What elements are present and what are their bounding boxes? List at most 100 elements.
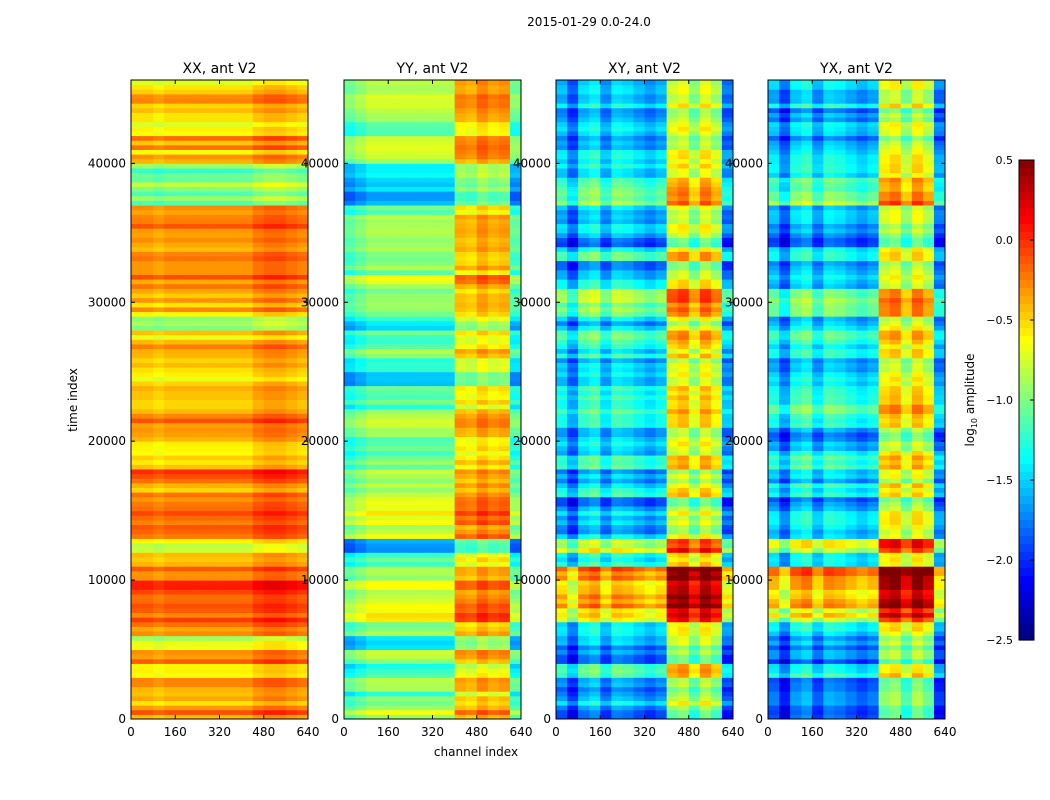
heatmap-cell: [399, 640, 411, 646]
heatmap-cell: [377, 658, 389, 664]
heatmap-cell: [142, 529, 154, 535]
heatmap-cell: [487, 626, 500, 632]
heatmap-cell: [710, 654, 723, 660]
heatmap-cell: [688, 570, 701, 576]
heatmap-cell: [355, 380, 367, 387]
heatmap-cell: [230, 154, 243, 160]
heatmap-cell: [263, 107, 276, 113]
heatmap-cell: [164, 223, 176, 229]
heatmap-cell: [355, 519, 367, 526]
heatmap-cell: [454, 274, 467, 280]
heatmap-cell: [465, 103, 478, 109]
heatmap-cell: [465, 612, 478, 618]
heatmap-cell: [454, 246, 467, 252]
heatmap-cell: [443, 205, 456, 211]
heatmap-cell: [377, 547, 389, 553]
heatmap-cell: [208, 223, 220, 229]
heatmap-cell: [476, 135, 489, 141]
heatmap-cell: [344, 107, 356, 113]
heatmap-cell: [498, 186, 511, 192]
heatmap-cell: [498, 482, 511, 488]
heatmap-cell: [131, 589, 143, 595]
heatmap-cell: [688, 626, 701, 632]
heatmap-cell: [655, 640, 668, 646]
heatmap-cell: [432, 135, 445, 141]
heatmap-cell: [131, 492, 143, 498]
heatmap-cell: [498, 561, 511, 567]
heatmap-cell: [666, 700, 679, 706]
heatmap-cell: [498, 445, 511, 451]
heatmap-cell: [344, 265, 356, 271]
heatmap-cell: [175, 580, 187, 586]
heatmap-cell: [186, 603, 198, 609]
heatmap-cell: [589, 686, 601, 692]
heatmap-cell: [399, 515, 411, 521]
heatmap-cell: [454, 445, 467, 451]
heatmap-cell: [142, 288, 154, 294]
heatmap-cell: [285, 663, 298, 669]
heatmap-cell: [296, 492, 309, 498]
heatmap-cell: [208, 695, 220, 701]
heatmap-cell: [399, 427, 411, 433]
heatmap-cell: [164, 473, 176, 479]
heatmap-cell: [263, 408, 276, 414]
heatmap-cell: [142, 663, 154, 669]
heatmap-cell: [421, 357, 433, 363]
heatmap-cell: [252, 506, 265, 512]
heatmap-cell: [567, 626, 579, 632]
heatmap-cell: [677, 654, 690, 660]
heatmap-cell: [366, 117, 378, 123]
heatmap-cell: [274, 316, 287, 322]
heatmap-cell: [366, 343, 378, 350]
heatmap-cell: [296, 473, 309, 479]
heatmap-cell: [274, 112, 287, 118]
heatmap-cell: [274, 140, 287, 146]
heatmap-cell: [230, 380, 243, 387]
heatmap-cell: [241, 533, 254, 539]
heatmap-cell: [476, 538, 489, 544]
heatmap-cell: [509, 695, 522, 701]
heatmap-cell: [476, 343, 489, 350]
heatmap-cell: [131, 399, 143, 405]
heatmap-cell: [164, 543, 176, 549]
heatmap-cell: [432, 519, 445, 526]
heatmap-cell: [388, 612, 400, 618]
heatmap-cell: [208, 306, 220, 313]
heatmap-cell: [164, 154, 176, 160]
heatmap-cell: [131, 191, 143, 197]
heatmap-cell: [355, 441, 367, 447]
heatmap-cell: [476, 283, 489, 289]
heatmap-cell: [421, 418, 433, 424]
heatmap-cell: [509, 163, 522, 169]
heatmap-cell: [344, 705, 356, 711]
heatmap-cell: [377, 265, 389, 271]
heatmap-cell: [366, 668, 378, 674]
heatmap-cell: [476, 186, 489, 192]
heatmap-cell: [421, 478, 433, 484]
heatmap-cell: [355, 265, 367, 271]
heatmap-cell: [344, 232, 356, 238]
heatmap-cell: [633, 691, 645, 697]
heatmap-cell: [366, 93, 378, 100]
heatmap-cell: [285, 343, 298, 350]
heatmap-cell: [197, 450, 209, 456]
heatmap-cell: [366, 371, 378, 377]
heatmap-cell: [487, 612, 500, 618]
heatmap-cell: [263, 658, 276, 664]
heatmap-cell: [285, 362, 298, 368]
heatmap-cell: [366, 181, 378, 187]
heatmap-cell: [230, 691, 243, 697]
heatmap-cell: [355, 121, 367, 127]
heatmap-cell: [476, 640, 489, 646]
heatmap-cell: [421, 242, 433, 248]
heatmap-cell: [487, 390, 500, 396]
heatmap-cell: [388, 343, 400, 350]
heatmap-cell: [388, 242, 400, 248]
heatmap-cell: [666, 593, 679, 600]
heatmap-cell: [219, 584, 232, 590]
heatmap-cell: [344, 274, 356, 280]
heatmap-cell: [186, 561, 198, 567]
heatmap-cell: [175, 288, 187, 294]
heatmap-cell: [197, 380, 209, 387]
heatmap-cell: [633, 654, 645, 660]
